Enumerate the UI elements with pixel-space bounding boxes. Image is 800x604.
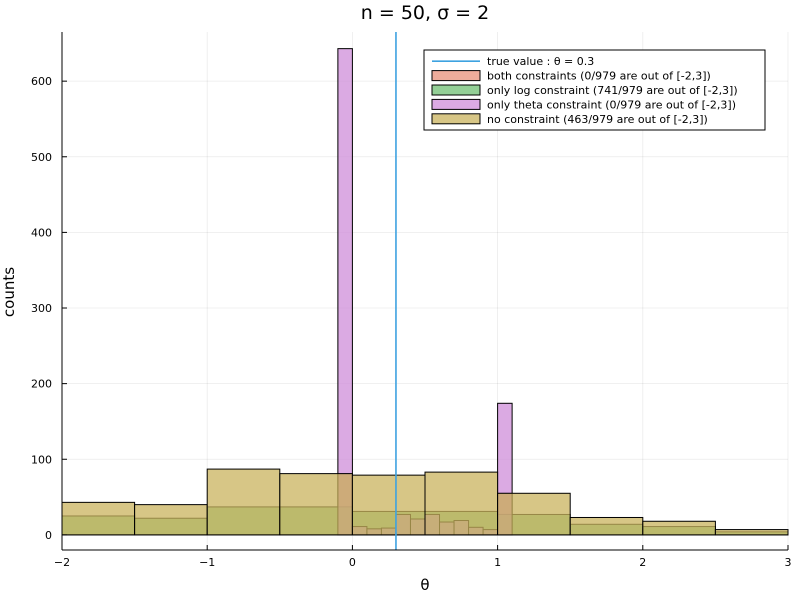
histogram-bar-series-3 [337, 48, 353, 536]
y-axis-label: counts [0, 267, 18, 317]
legend-entry-label: no constraint (463/979 are out of [-2,3]… [487, 113, 708, 126]
legend-box [423, 49, 766, 131]
legend-swatch [431, 113, 481, 125]
axes-layer [61, 32, 788, 551]
y-tick-label: 0 [45, 529, 52, 542]
y-tick-label: 600 [31, 75, 52, 88]
histogram-bar-series-4 [424, 471, 499, 536]
legend-swatch [431, 84, 481, 96]
legend-swatch [431, 98, 481, 110]
x-axis-label: θ [420, 576, 429, 594]
legend-entry-label: only theta constraint (0/979 are out of … [487, 98, 736, 111]
x-tick-label: 2 [639, 556, 646, 569]
histogram-bar-series-4 [497, 492, 571, 536]
histogram-bar-series-4 [714, 529, 789, 536]
legend: true value : θ = 0.3 both constraints (0/… [423, 49, 766, 131]
histogram-bar-series-4 [569, 516, 644, 536]
y-tick-label: 300 [31, 302, 52, 315]
legend-entry-label: true value : θ = 0.3 [487, 55, 594, 68]
histogram-bar-series-4 [351, 474, 426, 536]
y-tick-label: 500 [31, 151, 52, 164]
y-tick-label: 400 [31, 226, 52, 239]
x-tick-label: −2 [54, 556, 70, 569]
x-tick-label: 0 [349, 556, 356, 569]
histogram-bar-series-4 [61, 501, 136, 536]
histogram-bar-series-4 [134, 504, 208, 536]
histogram-bar-series-4 [642, 520, 716, 536]
chart-title: n = 50, σ = 2 [361, 2, 489, 24]
legend-swatch [431, 70, 481, 82]
y-tick-label: 200 [31, 378, 52, 391]
histogram-bar-series-4 [206, 468, 281, 536]
x-tick-label: 3 [785, 556, 792, 569]
y-tick-label: 100 [31, 453, 52, 466]
x-tick-label: −1 [199, 556, 215, 569]
x-tick-label: 1 [494, 556, 501, 569]
legend-entry-label: both constraints (0/979 are out of [-2,3… [487, 70, 711, 83]
legend-entry-label: only log constraint (741/979 are out of … [487, 84, 738, 97]
bars-layer [61, 48, 789, 536]
histogram-bar-series-4 [279, 473, 353, 536]
ticks-layer: −2 −1 0 1 2 3 0 100 200 300 400 500 600 [31, 75, 792, 569]
